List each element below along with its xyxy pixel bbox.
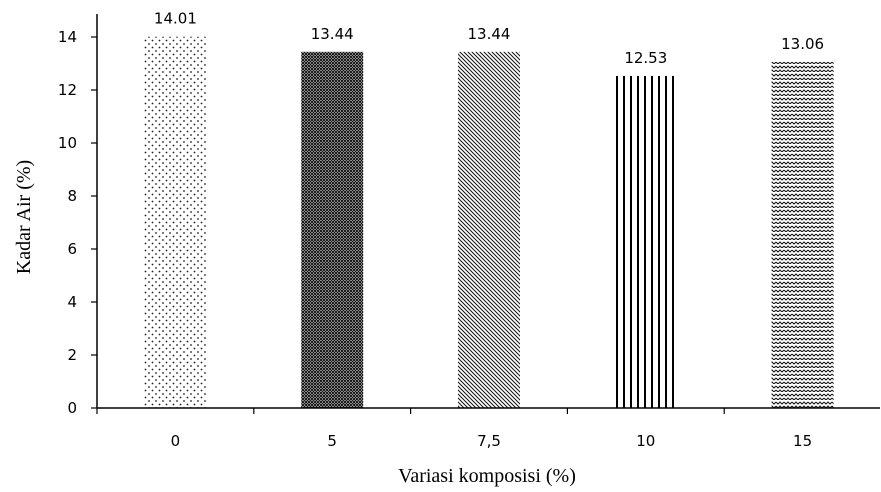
y-tick-label: 8 [67,187,77,205]
x-tick-label: 10 [636,432,655,450]
y-tick-label: 6 [67,240,77,258]
x-tick-label: 15 [793,432,812,450]
y-tick-label: 14 [58,28,77,46]
bars [144,36,834,409]
y-tick-label: 2 [67,346,77,364]
x-tick-label: 0 [171,432,181,450]
bar-value-label: 12.53 [624,49,667,67]
x-tick-label: 7,5 [477,432,501,450]
y-axis-ticks: 0 2 4 6 8 10 12 14 [58,28,97,417]
bar-15 [771,61,834,408]
x-tick-label: 5 [327,432,337,450]
bar-0 [144,36,207,409]
x-axis-ticks: 0 5 7,5 10 15 [96,408,812,450]
bar-5 [301,51,364,409]
x-axis-title: Variasi komposisi (%) [398,465,576,487]
bar-value-label: 13.44 [311,25,354,43]
bar-value-label: 14.01 [154,10,197,28]
y-tick-label: 4 [67,293,77,311]
y-tick-label: 12 [58,81,77,99]
bar-value-label: 13.44 [468,25,511,43]
value-labels: 14.01 13.44 13.44 12.53 13.06 [154,10,824,67]
y-tick-label: 0 [67,399,77,417]
bar-10 [614,75,677,408]
y-tick-label: 10 [58,134,77,152]
bar-7-5 [458,51,520,409]
y-axis-title: Kadar Air (%) [13,160,35,274]
bar-value-label: 13.06 [781,35,824,53]
